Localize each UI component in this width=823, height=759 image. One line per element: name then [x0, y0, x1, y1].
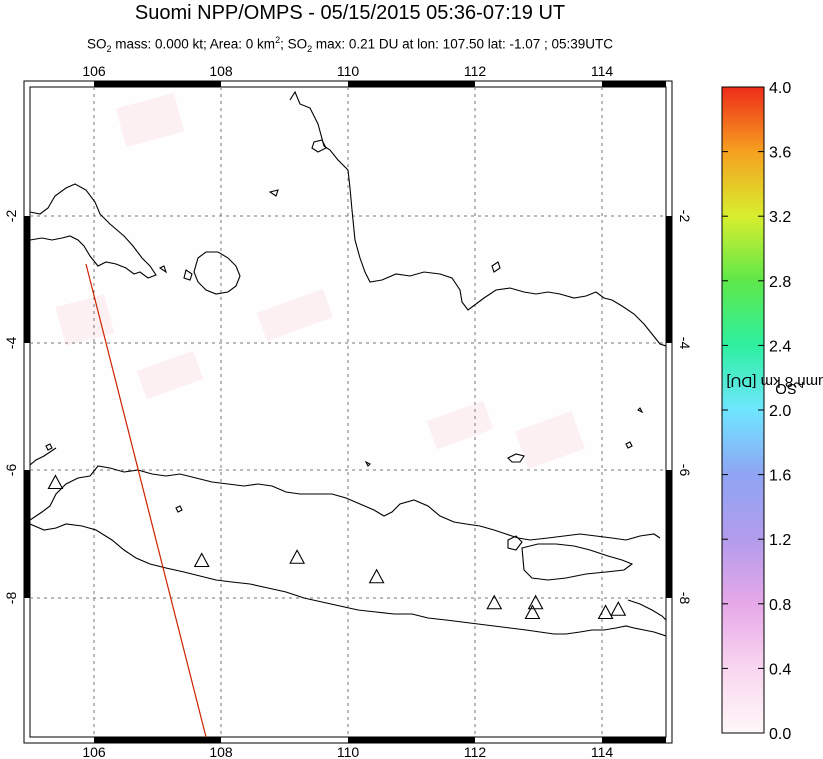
lon-label-top-112: 112	[464, 63, 487, 79]
volcano-marker-8	[610, 601, 627, 616]
lat-label-left-8: -8	[3, 592, 19, 605]
swath-edge-line	[85, 263, 207, 737]
lat-label-left-4: -4	[3, 337, 19, 350]
lat-label-left-2: -2	[3, 210, 19, 223]
map-subtitle: SO2 mass: 0.000 kt; Area: 0 km2; SO2 max…	[0, 35, 700, 54]
colorbar-tick-label: 0.0	[769, 726, 791, 743]
lon-label-top-106: 106	[82, 63, 106, 79]
colorbar-tick-label: 2.0	[769, 403, 791, 420]
colorbar-tick-label: 0.8	[769, 597, 791, 614]
subtitle-sub: 2	[106, 44, 112, 55]
colorbar-tick-label: 3.6	[769, 145, 791, 162]
subtitle-so2-label: SO	[86, 36, 107, 52]
lon-label-top-110: 110	[337, 63, 360, 79]
lat-label-right-2: -2	[677, 210, 693, 223]
volcano-marker-2	[289, 549, 306, 564]
so2-background-noise	[55, 92, 586, 470]
colorbar-tick-label: 3.2	[769, 209, 791, 226]
lat-label-right-8: -8	[677, 592, 693, 605]
colorbar-tick-label: 4.0	[769, 80, 791, 97]
colorbar-tick-label: 1.2	[769, 532, 791, 549]
volcano-marker-0	[47, 474, 64, 490]
lon-label-bottom-110: 110	[337, 744, 360, 759]
colorbar-tick-label: 0.4	[769, 661, 791, 678]
lon-label-bottom-112: 112	[464, 744, 487, 759]
lat-label-right-6: -6	[677, 464, 693, 477]
subtitle-max: max: 0.21 DU at lon: 107.50 lat: -1.07 ;…	[315, 36, 614, 52]
lon-label-bottom-106: 106	[82, 744, 106, 759]
map-title: Suomi NPP/OMPS - 05/15/2015 05:36-07:19 …	[134, 2, 566, 24]
volcano-marker-7	[597, 604, 614, 620]
colorbar	[721, 86, 765, 734]
volcano-marker-1	[193, 552, 210, 568]
lon-label-top-108: 108	[209, 63, 233, 79]
lon-label-bottom-114: 114	[591, 744, 614, 759]
subtitle-so2max-label: ; SO	[280, 36, 308, 52]
volcano-markers	[47, 474, 627, 620]
colorbar-tick-label: 2.4	[769, 338, 791, 355]
colorbar-title-rest: column 8 km [DU]	[726, 373, 823, 391]
coastlines	[30, 90, 666, 637]
colorbar-tick-label: 2.8	[769, 274, 791, 291]
lat-label-right-4: -4	[677, 337, 693, 350]
subtitle-sub2: 2	[307, 44, 313, 55]
subtitle-mass: mass: 0.000 kt; Area: 0 km	[115, 36, 276, 52]
map-border-scale	[24, 81, 672, 743]
colorbar-tick-label: 1.6	[769, 468, 791, 485]
lat-label-left-6: -6	[3, 464, 19, 477]
lon-label-top-114: 114	[591, 63, 614, 79]
volcano-marker-3	[368, 568, 385, 584]
volcano-marker-6	[524, 604, 541, 620]
colorbar-ticks: 4.0 3.6 3.2 2.8 2.4 2.0 1.6 1.2 0.8 0.4 0.0	[722, 80, 791, 743]
lon-labels: 106 108 110 112 114 106 108 110 112 114	[82, 63, 613, 759]
lon-label-bottom-108: 108	[209, 744, 233, 759]
subtitle-sup: 2	[275, 35, 281, 45]
volcano-marker-5	[527, 594, 544, 610]
volcano-marker-4	[486, 594, 503, 610]
lat-labels: -2 -4 -6 -8 -2 -4 -6 -8	[3, 210, 693, 605]
